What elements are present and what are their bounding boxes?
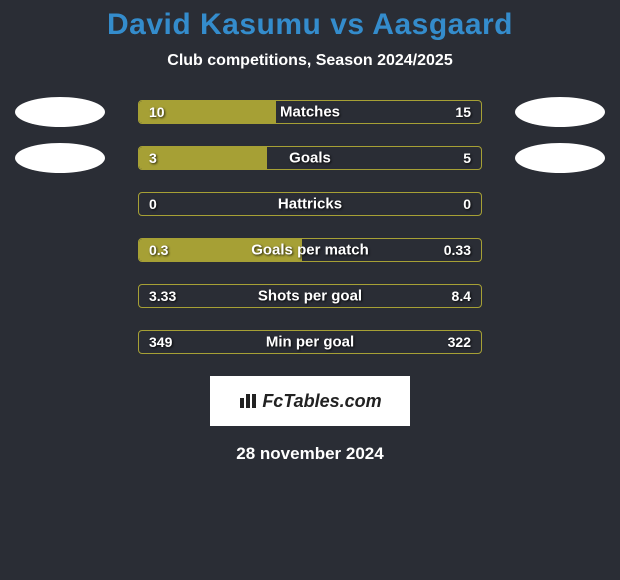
stat-row: 10Matches15: [0, 100, 620, 124]
stat-value-right: 0: [463, 196, 471, 212]
brand-label: FcTables.com: [262, 391, 381, 412]
bars-icon: [238, 392, 260, 410]
stat-label: Shots per goal: [139, 288, 481, 305]
comparison-card: David Kasumu vs Aasgaard Club competitio…: [0, 0, 620, 464]
stat-value-right: 5: [463, 150, 471, 166]
stat-row: 349Min per goal322: [0, 330, 620, 354]
stat-value-left: 3.33: [149, 288, 176, 304]
stat-label: Min per goal: [139, 334, 481, 351]
player-avatar-right: [515, 97, 605, 127]
stat-label: Goals: [139, 150, 481, 167]
stat-bar: 0Hattricks0: [138, 192, 482, 216]
stat-label: Hattricks: [139, 196, 481, 213]
stat-label: Goals per match: [139, 242, 481, 259]
stat-value-left: 10: [149, 104, 165, 120]
stat-row: 3.33Shots per goal8.4: [0, 284, 620, 308]
page-title: David Kasumu vs Aasgaard: [0, 8, 620, 42]
player-avatar-left: [15, 97, 105, 127]
stat-bar: 349Min per goal322: [138, 330, 482, 354]
stat-row: 3Goals5: [0, 146, 620, 170]
stat-bar: 3Goals5: [138, 146, 482, 170]
stat-rows: 10Matches15 3Goals5 0Hattricks0 0.3Goals pe…: [0, 100, 620, 354]
stat-value-right: 8.4: [452, 288, 471, 304]
stat-value-left: 3: [149, 150, 157, 166]
brand-logo[interactable]: FcTables.com: [210, 376, 410, 426]
player-avatar-right: [515, 143, 605, 173]
stat-bar: 3.33Shots per goal8.4: [138, 284, 482, 308]
stat-value-right: 15: [455, 104, 471, 120]
stat-row: 0.3Goals per match0.33: [0, 238, 620, 262]
stat-row: 0Hattricks0: [0, 192, 620, 216]
stat-label: Matches: [139, 104, 481, 121]
stat-bar: 10Matches15: [138, 100, 482, 124]
stat-value-right: 322: [448, 334, 471, 350]
stat-bar: 0.3Goals per match0.33: [138, 238, 482, 262]
stat-value-left: 349: [149, 334, 172, 350]
stat-value-left: 0: [149, 196, 157, 212]
stat-value-right: 0.33: [444, 242, 471, 258]
date-label: 28 november 2024: [0, 444, 620, 464]
brand-logo-text: FcTables.com: [238, 391, 381, 412]
subtitle: Club competitions, Season 2024/2025: [0, 52, 620, 70]
stat-value-left: 0.3: [149, 242, 168, 258]
player-avatar-left: [15, 143, 105, 173]
